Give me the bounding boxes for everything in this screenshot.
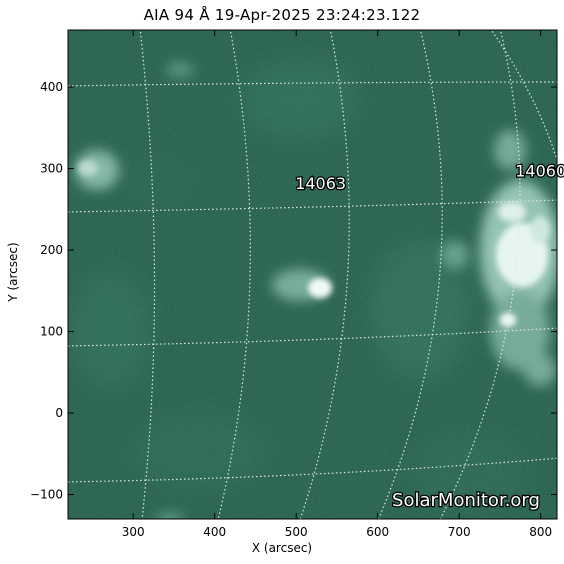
y-tick-label: 400 — [40, 80, 63, 94]
x-tick-label: 300 — [122, 525, 145, 539]
y-axis: 400 300 200 100 0 −100 — [30, 80, 557, 502]
x-tick-label: 400 — [203, 525, 226, 539]
longitude-line — [299, 30, 350, 519]
y-axis-label: Y (arcsec) — [6, 242, 20, 302]
latitude-line — [68, 81, 557, 87]
x-tick-label: 600 — [366, 525, 389, 539]
active-region-label: 14063 — [295, 174, 346, 193]
latitude-line — [68, 327, 557, 347]
active-region-label: 14060 — [515, 162, 564, 181]
image-texture — [68, 30, 557, 519]
y-tick-label: 0 — [55, 406, 63, 420]
y-tick-label: 300 — [40, 162, 63, 176]
heliographic-grid — [68, 30, 557, 519]
x-tick-label: 700 — [448, 525, 471, 539]
plot-frame — [67, 29, 558, 520]
watermark-text: SolarMonitor.org — [392, 490, 540, 511]
solar-image-area — [68, 30, 557, 519]
y-tick-label: 200 — [40, 243, 63, 257]
x-tick-label: 800 — [529, 525, 552, 539]
image-title: AIA 94 Å 19-Apr-2025 23:24:23.122 — [143, 6, 421, 24]
x-axis-label: X (arcsec) — [251, 541, 313, 555]
region-labels: 14063 14060 — [294, 160, 564, 194]
y-tick-label: 100 — [40, 325, 63, 339]
longitude-line — [139, 30, 156, 519]
x-tick-label: 500 — [285, 525, 308, 539]
x-axis: 300 400 500 600 700 800 — [122, 30, 552, 539]
latitude-line — [68, 199, 557, 213]
y-tick-label: −100 — [30, 488, 63, 502]
